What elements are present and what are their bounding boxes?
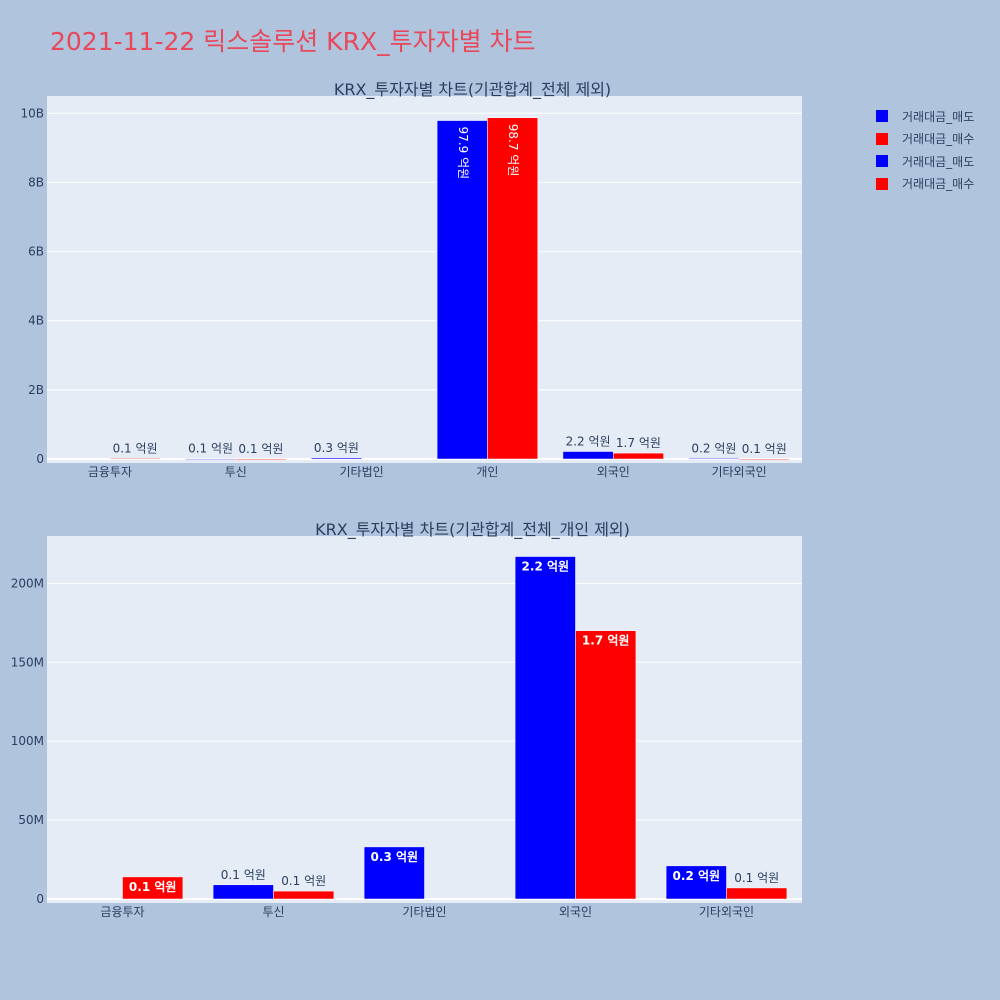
chart-title-1: KRX_투자자별 차트(기관합계_전체 제외) [334, 80, 611, 100]
bar-sell[interactable] [665, 865, 727, 900]
y-tick-label: 10B [20, 106, 44, 120]
y-tick-label: 4B [28, 314, 44, 328]
y-tick-label: 150M [11, 655, 44, 669]
data-label: 0.1 억원 [188, 442, 233, 456]
x-tick-label: 금융투자 [100, 905, 144, 919]
y-tick-label: 2B [28, 383, 44, 397]
data-label: 97.9 억원 [456, 127, 470, 180]
bar-buy[interactable] [273, 890, 335, 900]
bar-buy[interactable] [726, 887, 788, 900]
data-label: 2.2 억원 [522, 560, 570, 574]
legend-swatch-icon [876, 110, 888, 123]
legend-item-sell-1[interactable]: 거래대금_매도 [876, 105, 974, 128]
y-tick-label: 0 [36, 452, 44, 466]
legend-item-buy-2[interactable]: 거래대금_매수 [876, 173, 974, 196]
data-label: 1.7 억원 [616, 436, 661, 450]
bar-sell[interactable] [212, 884, 274, 900]
y-tick-label: 6B [28, 245, 44, 259]
x-tick-label: 기타법인 [402, 905, 446, 919]
data-label: 0.2 억원 [691, 441, 736, 455]
x-tick-label: 외국인 [597, 465, 630, 479]
plot-area-2 [47, 536, 802, 903]
page-title: 2021-11-22 릭스솔루션 KRX_투자자별 차트 [50, 27, 536, 56]
bar-buy[interactable] [122, 876, 184, 900]
x-tick-label: 기타법인 [339, 465, 383, 479]
x-tick-label: 외국인 [559, 905, 592, 919]
bar-buy[interactable] [487, 117, 538, 460]
legend-label: 거래대금_매수 [902, 177, 975, 192]
bar-sell[interactable] [688, 458, 740, 460]
bar-sell[interactable] [185, 458, 237, 460]
legend-label: 거래대금_매도 [902, 109, 975, 124]
bar-buy[interactable] [575, 630, 637, 900]
chart-title-2: KRX_투자자별 차트(기관합계_전체_개인 제외) [315, 520, 630, 540]
data-label: 0.1 억원 [238, 442, 283, 456]
legend-item-sell-2[interactable]: 거래대금_매도 [876, 150, 974, 173]
x-tick-label: 투신 [262, 905, 284, 919]
x-tick-label: 기타외국인 [711, 465, 766, 479]
legend-label: 거래대금_매수 [902, 132, 975, 147]
bar-sell[interactable] [514, 556, 576, 900]
x-tick-label: 기타외국인 [699, 905, 754, 919]
y-tick-label: 0 [36, 892, 44, 906]
bar-buy[interactable] [738, 458, 790, 460]
legend-swatch-icon [876, 177, 888, 190]
data-label: 0.1 억원 [113, 442, 158, 456]
legend-item-buy-1[interactable]: 거래대금_매수 [876, 128, 974, 151]
bar-buy[interactable] [235, 458, 287, 460]
x-tick-label: 개인 [476, 465, 498, 479]
bar-buy[interactable] [109, 458, 161, 460]
data-label: 0.3 억원 [314, 441, 359, 455]
bar-sell[interactable] [311, 457, 362, 460]
legend[interactable]: 거래대금_매도 거래대금_매수 거래대금_매도 거래대금_매수 [876, 105, 974, 195]
bar-sell[interactable] [562, 451, 614, 460]
data-label: 0.1 억원 [129, 880, 177, 894]
legend-swatch-icon [876, 155, 888, 168]
y-tick-label: 8B [28, 175, 44, 189]
x-tick-label: 금융투자 [88, 465, 132, 479]
plot-area-1 [47, 96, 802, 463]
data-label: 2.2 억원 [566, 434, 611, 448]
bar-buy[interactable] [613, 452, 664, 460]
data-label: 0.2 억원 [673, 869, 721, 883]
y-tick-label: 100M [11, 734, 44, 748]
data-label: 0.3 억원 [371, 850, 419, 864]
legend-label: 거래대금_매도 [902, 154, 975, 169]
data-label: 0.1 억원 [221, 868, 266, 882]
data-label: 0.1 억원 [742, 442, 787, 456]
data-label: 1.7 억원 [582, 634, 630, 648]
y-tick-label: 50M [18, 813, 44, 827]
legend-swatch-icon [876, 132, 888, 145]
x-tick-label: 투신 [225, 465, 247, 479]
data-label: 98.7 억원 [506, 124, 520, 177]
y-tick-label: 200M [11, 576, 44, 590]
bar-sell[interactable] [363, 846, 425, 900]
data-label: 0.1 억원 [734, 871, 779, 885]
data-label: 0.1 억원 [281, 874, 326, 888]
